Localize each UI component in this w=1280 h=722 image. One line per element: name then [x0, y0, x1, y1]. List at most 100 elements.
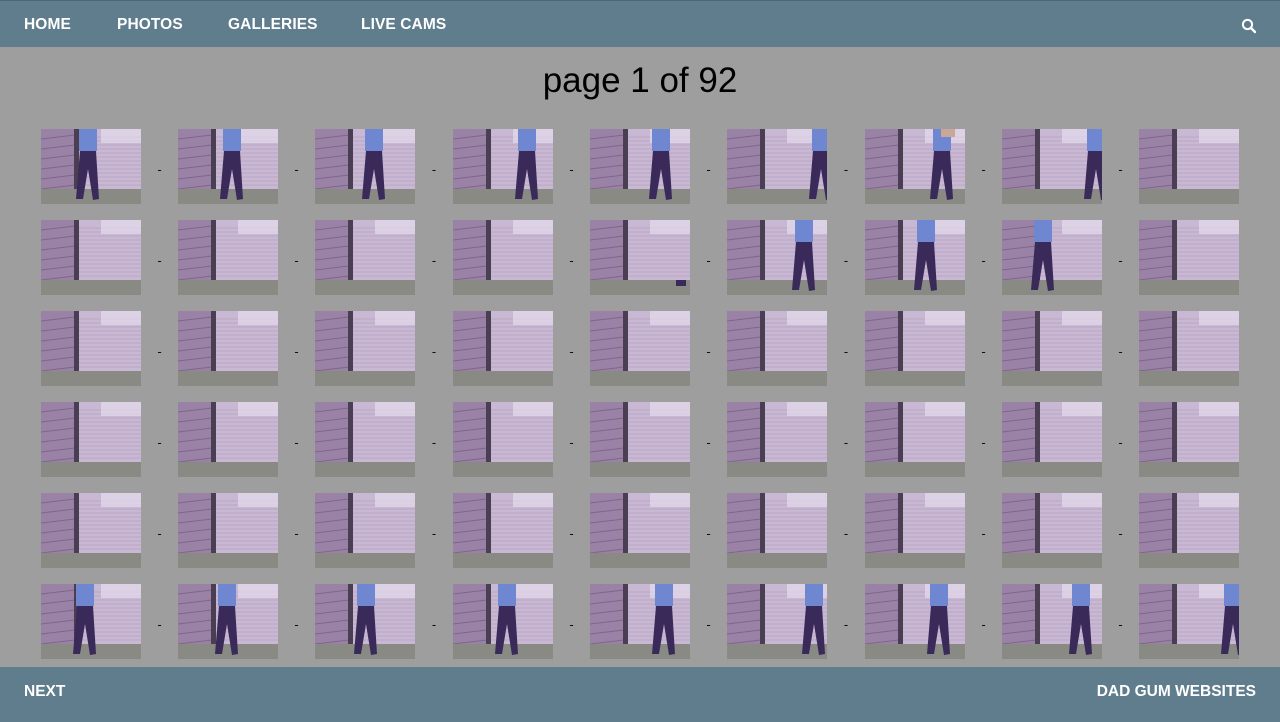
gallery-thumbnail[interactable]: [590, 493, 690, 568]
gallery-thumbnail[interactable]: [865, 402, 965, 477]
gallery-thumbnail[interactable]: [178, 129, 278, 204]
gallery-thumbnail[interactable]: [1002, 584, 1102, 659]
thumbnail-separator: -: [1118, 253, 1123, 268]
thumbnail-image: [1002, 402, 1102, 477]
gallery-thumbnail[interactable]: [315, 584, 415, 659]
gallery-thumbnail[interactable]: [453, 493, 553, 568]
thumbnail-image: [865, 129, 965, 204]
gallery-thumbnail[interactable]: [865, 220, 965, 295]
thumbnail-image: [1139, 402, 1239, 477]
gallery-thumbnail[interactable]: [727, 402, 827, 477]
nav-live-cams[interactable]: LIVE CAMS: [361, 16, 447, 33]
gallery-thumbnail[interactable]: [178, 311, 278, 386]
gallery-thumbnail[interactable]: [315, 129, 415, 204]
thumbnail-separator: -: [569, 344, 574, 359]
gallery-thumbnail[interactable]: [178, 493, 278, 568]
thumbnail-separator: -: [431, 435, 437, 450]
search-icon[interactable]: [1240, 17, 1258, 35]
next-page-link[interactable]: NEXT: [24, 683, 66, 700]
thumbnail-separator: -: [981, 344, 986, 359]
thumbnail-separator: -: [294, 253, 299, 268]
gallery-thumbnail[interactable]: [41, 584, 141, 659]
thumbnail-image: [453, 311, 553, 386]
gallery-thumbnail[interactable]: [453, 402, 553, 477]
nav-galleries[interactable]: GALLERIES: [228, 16, 318, 33]
gallery-thumbnail[interactable]: [178, 220, 278, 295]
gallery-thumbnail[interactable]: [453, 584, 553, 659]
thumbnail-image: [315, 129, 415, 204]
gallery-thumbnail[interactable]: [178, 402, 278, 477]
thumbnail-image: [590, 493, 690, 568]
gallery-thumbnail[interactable]: [1002, 129, 1102, 204]
thumbnail-separator: -: [981, 526, 986, 541]
gallery-thumbnail[interactable]: [865, 584, 965, 659]
gallery-thumbnail[interactable]: [1139, 129, 1239, 204]
gallery-thumbnail[interactable]: [1139, 220, 1239, 295]
nav-photos[interactable]: PHOTOS: [117, 16, 183, 33]
gallery-thumbnail[interactable]: [727, 129, 827, 204]
gallery-thumbnail[interactable]: [590, 311, 690, 386]
thumbnail-image: [453, 402, 553, 477]
gallery-thumbnail[interactable]: [453, 220, 553, 295]
thumbnail-separator: -: [981, 617, 986, 632]
gallery-thumbnail[interactable]: [315, 493, 415, 568]
thumbnail-separator: -: [157, 162, 162, 177]
gallery-thumbnail[interactable]: [41, 402, 141, 477]
gallery-thumbnail[interactable]: [453, 311, 553, 386]
dad-gum-websites-link[interactable]: DAD GUM WEBSITES: [1096, 683, 1256, 700]
thumbnail-image: [178, 493, 278, 568]
thumbnail-image: [727, 220, 827, 295]
gallery-thumbnail[interactable]: [41, 220, 141, 295]
thumbnail-separator: -: [706, 435, 711, 450]
thumbnail-image: [727, 402, 827, 477]
gallery-thumbnail[interactable]: [590, 584, 690, 659]
gallery-thumbnail[interactable]: [727, 493, 827, 568]
thumbnail-image: [590, 402, 690, 477]
gallery-thumbnail[interactable]: [590, 402, 690, 477]
thumbnail-image: [1139, 311, 1239, 386]
gallery-thumbnail[interactable]: [865, 129, 965, 204]
gallery-thumbnail[interactable]: [315, 220, 415, 295]
thumbnail-image: [178, 220, 278, 295]
thumbnail-image: [41, 493, 141, 568]
gallery-thumbnail[interactable]: [590, 220, 690, 295]
gallery-thumbnail[interactable]: [865, 311, 965, 386]
gallery-thumbnail[interactable]: [727, 220, 827, 295]
gallery-thumbnail[interactable]: [315, 402, 415, 477]
thumbnail-image: [727, 129, 827, 204]
thumbnail-image: [865, 220, 965, 295]
thumbnail-separator: -: [843, 162, 849, 177]
thumbnail-separator: -: [569, 526, 574, 541]
gallery-thumbnail[interactable]: [1139, 493, 1239, 568]
gallery-thumbnail[interactable]: [1139, 584, 1239, 659]
thumbnail-image: [727, 584, 827, 659]
gallery-thumbnail[interactable]: [1139, 402, 1239, 477]
gallery-thumbnail[interactable]: [1139, 311, 1239, 386]
thumbnail-separator: -: [1118, 344, 1123, 359]
thumbnail-image: [178, 402, 278, 477]
gallery-thumbnail[interactable]: [41, 129, 141, 204]
gallery-thumbnail[interactable]: [1002, 220, 1102, 295]
gallery-thumbnail[interactable]: [1002, 311, 1102, 386]
thumbnail-separator: -: [981, 162, 986, 177]
thumbnail-image: [315, 402, 415, 477]
gallery-thumbnail[interactable]: [41, 311, 141, 386]
gallery-thumbnail[interactable]: [453, 129, 553, 204]
gallery-thumbnail[interactable]: [41, 493, 141, 568]
gallery-thumbnail[interactable]: [727, 584, 827, 659]
thumbnail-separator: -: [706, 526, 711, 541]
thumbnail-image: [727, 311, 827, 386]
thumbnail-separator: -: [1118, 162, 1123, 177]
gallery-thumbnail[interactable]: [315, 311, 415, 386]
gallery-thumbnail[interactable]: [865, 493, 965, 568]
page-title: page 1 of 92: [542, 61, 738, 100]
thumbnail-image: [590, 129, 690, 204]
gallery-thumbnail[interactable]: [727, 311, 827, 386]
gallery-thumbnail[interactable]: [1002, 493, 1102, 568]
thumbnail-image: [865, 311, 965, 386]
gallery-thumbnail[interactable]: [590, 129, 690, 204]
gallery-thumbnail[interactable]: [1002, 402, 1102, 477]
gallery-thumbnail[interactable]: [178, 584, 278, 659]
nav-home[interactable]: HOME: [24, 16, 71, 33]
